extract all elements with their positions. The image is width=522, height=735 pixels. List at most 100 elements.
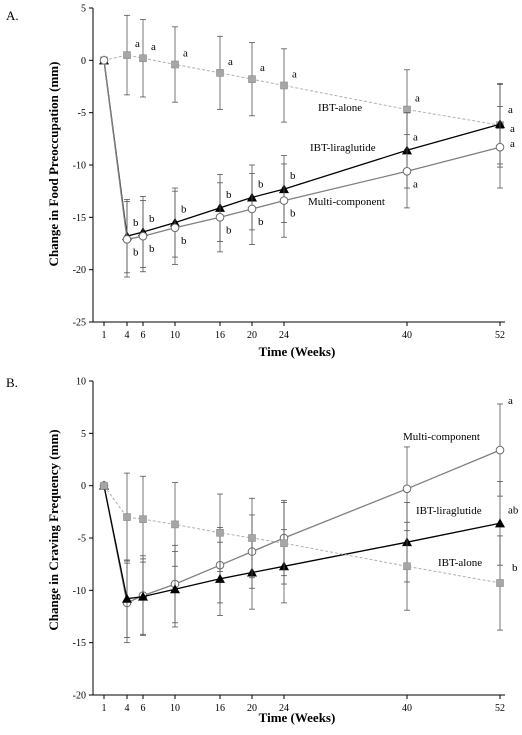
ibt-alone-sig-label: a xyxy=(135,38,140,50)
x-tick-label: 6 xyxy=(141,703,146,714)
y-tick-label: -20 xyxy=(73,691,86,702)
panel-a-xlabel: Time (Weeks) xyxy=(259,344,336,359)
y-tick-label: 10 xyxy=(76,377,86,388)
ibt-liraglutide-line xyxy=(103,485,501,600)
ibt-alone-point xyxy=(171,60,179,69)
ibt-alone-point xyxy=(496,579,504,587)
series-label-multi-component: Multi-component xyxy=(308,196,385,208)
ibt-alone-point xyxy=(123,51,131,59)
ibt-liraglutide-sig-label: b xyxy=(226,189,232,201)
multi-component-sig-label: b xyxy=(258,216,264,228)
y-tick-label: -10 xyxy=(73,586,86,597)
panel-b-label: B. xyxy=(6,375,18,390)
x-tick-label: 10 xyxy=(170,703,180,714)
x-tick-label: 4 xyxy=(125,330,130,341)
multi-component-point xyxy=(122,235,132,244)
series-label-ibt-alone: IBT-alone xyxy=(318,102,362,114)
ibt-alone-sig-label: a xyxy=(508,104,513,116)
ibt-liraglutide-sig-label: ab xyxy=(508,504,519,516)
multi-component-point xyxy=(495,142,505,152)
multi-component-point xyxy=(247,204,257,214)
panel-a-ylabel: Change in Food Preoccupation (mm) xyxy=(46,62,61,267)
ibt-alone-point xyxy=(216,69,224,77)
x-tick-label: 40 xyxy=(402,703,412,714)
multi-component-point xyxy=(402,166,412,176)
x-tick-label: 16 xyxy=(215,330,225,341)
ibt-liraglutide-point xyxy=(138,591,148,601)
ibt-alone-point xyxy=(139,515,147,523)
panel-b-ylabel: Change in Craving Frequency (mm) xyxy=(46,429,61,630)
y-tick-label: -5 xyxy=(78,108,86,119)
y-tick-label: -15 xyxy=(73,213,86,224)
ibt-alone-point xyxy=(248,75,256,83)
ibt-alone-sig-label: a xyxy=(228,56,233,68)
ibt-alone-point xyxy=(403,105,411,114)
x-tick-label: 24 xyxy=(279,330,289,341)
x-tick-label: 10 xyxy=(170,330,180,341)
multi-component-sig-label: b xyxy=(133,246,139,258)
x-tick-label: 24 xyxy=(279,703,289,714)
panel-a-plot: 50-5-10-15-20-251 4 6 10 16 20 24 40 52a aaaaaaab… xyxy=(73,4,515,342)
y-tick-label: -20 xyxy=(73,265,86,276)
multi-component-point xyxy=(279,196,289,205)
ibt-alone-line xyxy=(103,485,501,584)
ibt-alone-sig-label: a xyxy=(415,93,420,105)
y-tick-label: 5 xyxy=(81,4,86,15)
ibt-liraglutide-point xyxy=(495,518,505,528)
panel-b-plot: 10 5 0 -5 -10 -15 -20 1 4 6 10 16 20 24 40 52 a ab b Multi-… xyxy=(73,377,519,715)
x-tick-label: 52 xyxy=(495,330,505,341)
multi-component-point xyxy=(138,231,148,241)
y-tick-label: -5 xyxy=(78,534,86,545)
x-tick-label: 20 xyxy=(247,703,257,714)
ibt-liraglutide-sig-label: b xyxy=(258,178,264,190)
ibt-liraglutide-point xyxy=(170,584,180,594)
ibt-alone-sig-label: a xyxy=(151,41,156,53)
multi-component-sig-label: a xyxy=(413,178,418,190)
series-label-multi-component: Multi-component xyxy=(403,431,480,443)
multi-component-point xyxy=(402,484,412,494)
ibt-alone-line xyxy=(103,54,501,126)
multi-component-sig-label: b xyxy=(226,224,232,236)
ibt-liraglutide-point xyxy=(122,593,132,603)
ibt-liraglutide-line xyxy=(103,60,501,238)
y-tick-label: -25 xyxy=(73,318,86,329)
multi-component-point xyxy=(99,56,109,65)
ibt-alone-point xyxy=(403,562,411,571)
x-tick-label: 52 xyxy=(495,703,505,714)
ibt-alone-point xyxy=(280,81,288,90)
multi-component-sig-label: b xyxy=(149,243,155,255)
multi-component-sig-label: a xyxy=(508,395,513,407)
ibt-liraglutide-sig-label: a xyxy=(413,131,418,143)
multi-component-sig-label: a xyxy=(510,138,515,150)
ibt-alone-sig-label: a xyxy=(260,62,265,74)
ibt-alone-point xyxy=(100,481,108,490)
ibt-alone-point xyxy=(139,54,147,63)
ibt-alone-point xyxy=(248,534,256,542)
ibt-alone-sig-label: a xyxy=(183,48,188,60)
multi-component-point xyxy=(495,445,505,455)
y-tick-label: 0 xyxy=(81,481,86,492)
x-tick-label: 1 xyxy=(102,330,107,341)
ibt-liraglutide-sig-label: b xyxy=(181,204,187,216)
x-tick-label: 20 xyxy=(247,330,257,341)
ibt-alone-sig-label: b xyxy=(512,562,518,574)
multi-component-sig-label: b xyxy=(181,235,187,247)
ibt-liraglutide-sig-label: a xyxy=(510,123,515,135)
ibt-liraglutide-sig-label: b xyxy=(149,213,155,225)
multi-component-point xyxy=(215,213,225,222)
ibt-alone-point xyxy=(123,513,131,521)
series-label-ibt-liraglutide: IBT-liraglutide xyxy=(310,142,376,154)
multi-component-line xyxy=(103,60,501,241)
ibt-liraglutide-sig-label: b xyxy=(290,170,296,182)
y-tick-label: -10 xyxy=(73,161,86,172)
y-tick-label: 0 xyxy=(81,56,86,67)
ibt-alone-point xyxy=(171,520,179,529)
multi-component-sig-label: b xyxy=(290,208,296,220)
multi-component-line xyxy=(103,449,501,604)
ibt-liraglutide-sig-label: b xyxy=(133,217,139,229)
x-tick-label: 40 xyxy=(402,330,412,341)
panel-b-xlabel: Time (Weeks) xyxy=(259,710,336,725)
ibt-liraglutide-point xyxy=(215,573,225,583)
x-tick-label: 4 xyxy=(125,703,130,714)
multi-component-point xyxy=(170,223,180,233)
